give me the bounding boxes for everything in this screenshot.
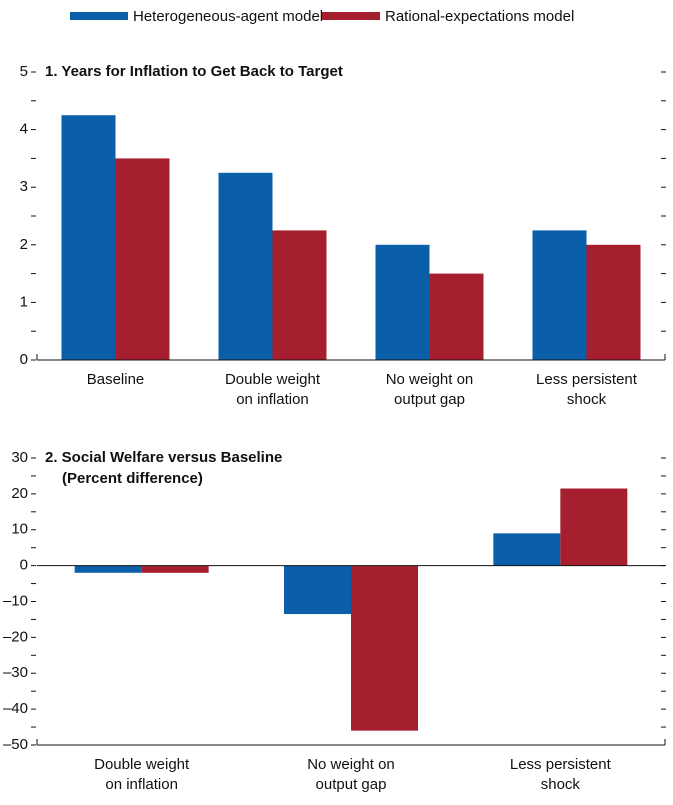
x-tick-label: on inflation — [105, 776, 178, 793]
x-tick-label: on inflation — [236, 391, 309, 408]
chart-title: 1. Years for Inflation to Get Back to Ta… — [45, 63, 343, 80]
x-tick-label: Baseline — [87, 371, 145, 388]
legend-label: Rational-expectations model — [385, 8, 574, 25]
bar — [532, 230, 587, 360]
x-tick-label: output gap — [394, 391, 465, 408]
bar — [272, 230, 327, 360]
bar — [429, 273, 484, 360]
y-tick-label: 5 — [20, 63, 28, 80]
legend-swatch — [70, 12, 128, 20]
x-tick-label: shock — [567, 391, 607, 408]
bar — [586, 244, 641, 360]
y-tick-label: –20 — [3, 628, 28, 645]
y-tick-label: 4 — [20, 121, 28, 138]
y-tick-label: –40 — [3, 700, 28, 717]
x-tick-label: Double weight — [225, 371, 321, 388]
bar — [493, 533, 561, 566]
chart-title: 2. Social Welfare versus Baseline — [45, 449, 282, 466]
bar — [218, 172, 273, 360]
bar — [351, 565, 418, 731]
y-tick-label: 0 — [20, 557, 28, 574]
y-tick-label: 3 — [20, 178, 28, 195]
y-tick-label: –30 — [3, 664, 28, 681]
y-tick-label: 10 — [11, 521, 28, 538]
x-tick-label: Less persistent — [536, 371, 638, 388]
y-tick-label: 2 — [20, 236, 28, 253]
bar — [115, 158, 170, 360]
y-tick-label: 20 — [11, 485, 28, 502]
x-tick-label: shock — [541, 776, 581, 793]
x-tick-label: No weight on — [307, 756, 395, 773]
chart-subtitle: (Percent difference) — [62, 470, 203, 487]
y-tick-label: –50 — [3, 736, 28, 753]
y-tick-label: 1 — [20, 293, 28, 310]
x-tick-label: output gap — [316, 776, 387, 793]
bar — [560, 488, 628, 566]
x-tick-label: Less persistent — [510, 756, 612, 773]
x-tick-label: Double weight — [94, 756, 190, 773]
bar — [141, 565, 209, 573]
bar — [284, 565, 351, 615]
legend-swatch — [322, 12, 380, 20]
bar — [61, 115, 116, 360]
legend-label: Heterogeneous-agent model — [133, 8, 323, 25]
bar — [74, 565, 142, 573]
x-tick-label: No weight on — [386, 371, 474, 388]
bar — [375, 244, 430, 360]
y-tick-label: 0 — [20, 351, 28, 368]
y-tick-label: 30 — [11, 449, 28, 466]
y-tick-label: –10 — [3, 592, 28, 609]
